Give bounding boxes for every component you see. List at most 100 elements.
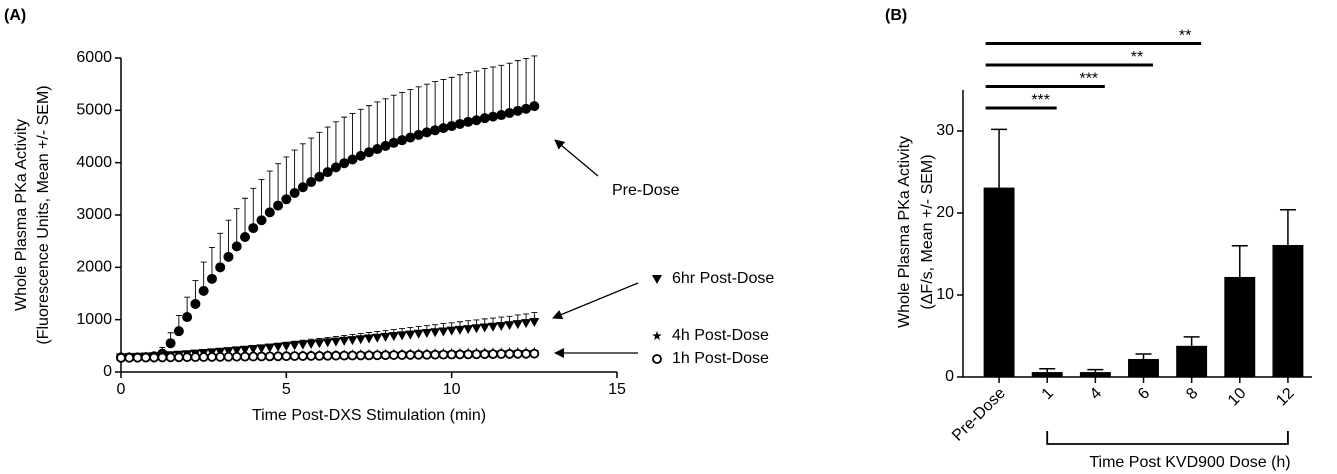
point xyxy=(421,329,432,339)
point xyxy=(413,329,424,339)
point xyxy=(339,336,350,346)
point xyxy=(372,333,383,343)
y-tick-label: 6000 xyxy=(76,49,112,66)
point xyxy=(388,350,399,360)
x-tick-label: 8 xyxy=(1183,385,1201,403)
point xyxy=(306,339,317,349)
error-bar xyxy=(225,219,232,257)
bar xyxy=(983,187,1015,377)
point xyxy=(512,105,523,116)
y-tick-label: 0 xyxy=(103,363,112,380)
point xyxy=(529,318,540,328)
point xyxy=(116,352,126,363)
x-tick-label: 1 xyxy=(1039,385,1057,403)
point xyxy=(347,336,358,346)
point xyxy=(364,147,374,158)
error-bar xyxy=(456,74,463,124)
point xyxy=(471,349,482,360)
point xyxy=(380,140,391,151)
point xyxy=(413,129,424,140)
point xyxy=(248,223,259,234)
point xyxy=(190,352,201,363)
arrow xyxy=(554,139,599,177)
point xyxy=(206,273,217,284)
point xyxy=(182,352,193,363)
point xyxy=(454,325,465,335)
x-tick-label: 15 xyxy=(608,381,626,398)
legend-marker xyxy=(652,331,662,341)
point xyxy=(488,349,498,360)
y-axis-title: (Fluorescence Units, Mean +/- SEM) xyxy=(35,85,52,344)
point xyxy=(380,332,391,342)
error-bar xyxy=(332,121,339,168)
error-bar xyxy=(233,208,240,247)
point xyxy=(471,324,482,334)
y-tick-label: 1000 xyxy=(76,311,112,328)
point xyxy=(281,342,292,352)
error-bar xyxy=(1279,208,1296,245)
point xyxy=(438,123,449,134)
point xyxy=(521,103,532,114)
point xyxy=(496,321,507,331)
error-bar xyxy=(481,68,488,119)
point xyxy=(339,158,350,169)
significance-label: *** xyxy=(1031,92,1050,109)
legend-label: 1h Post-Dose xyxy=(672,350,769,367)
point xyxy=(182,312,193,323)
y-tick-label: 30 xyxy=(936,122,954,139)
point xyxy=(438,349,449,360)
point xyxy=(314,350,325,361)
point xyxy=(273,351,283,362)
point xyxy=(149,352,159,363)
x-tick-label: 6 xyxy=(1135,385,1153,403)
point xyxy=(330,337,341,347)
error-bar xyxy=(473,70,480,121)
error-bar xyxy=(523,58,530,109)
point xyxy=(264,343,275,353)
point xyxy=(281,351,292,362)
x-tick-label: 0 xyxy=(117,381,126,398)
point xyxy=(488,322,498,332)
bar xyxy=(1272,244,1304,377)
point xyxy=(314,171,325,182)
point xyxy=(165,338,176,349)
point xyxy=(430,349,441,360)
point xyxy=(364,350,374,361)
point xyxy=(256,215,267,226)
error-bar xyxy=(465,72,472,122)
point xyxy=(289,341,300,351)
significance-label: ** xyxy=(1131,49,1143,66)
error-bar xyxy=(357,108,364,156)
point xyxy=(521,348,531,359)
bar xyxy=(1176,345,1208,377)
bar xyxy=(1128,358,1159,377)
point xyxy=(430,125,441,136)
error-bar xyxy=(531,55,538,107)
point xyxy=(240,231,250,242)
error-bar xyxy=(1183,336,1200,346)
x-tick-label: 10 xyxy=(443,381,461,398)
legend-marker xyxy=(652,275,662,284)
point xyxy=(479,113,490,124)
panel-label: (A) xyxy=(4,7,26,24)
error-bar xyxy=(1039,368,1056,373)
point xyxy=(297,340,308,350)
point xyxy=(297,351,308,361)
point xyxy=(132,352,143,363)
point xyxy=(454,118,465,129)
error-bar xyxy=(217,232,224,268)
y-tick-label: 0 xyxy=(945,368,954,385)
error-bar xyxy=(506,62,513,113)
point xyxy=(248,351,259,362)
point xyxy=(289,188,300,199)
point xyxy=(397,331,408,341)
point xyxy=(488,111,498,122)
legend-label: 4h Post-Dose xyxy=(672,327,769,344)
point xyxy=(388,137,399,148)
error-bar xyxy=(423,83,430,133)
point xyxy=(190,298,201,309)
point xyxy=(504,321,515,331)
point xyxy=(297,182,308,193)
point xyxy=(512,320,523,330)
